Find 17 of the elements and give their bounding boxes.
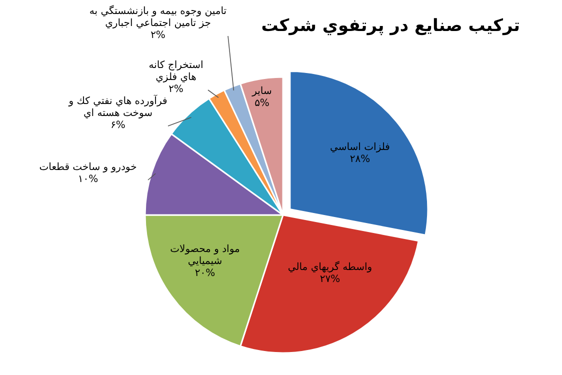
slice-label: تامين وجوه بيمه و بازنشستگي به جز تامين اجتماعي اجباري (88, 6, 228, 30)
slice-label: استخراج كانه هاي فلزي (148, 60, 204, 84)
data-label: ۱۰% (76, 174, 100, 186)
data-label: ۵% (254, 98, 270, 110)
data-label: ۶% (110, 120, 126, 132)
data-label: ۲% (168, 84, 184, 96)
slice-label: ساير (250, 86, 273, 98)
text: تركيب صنايع در پرتفوي شركت (261, 16, 520, 36)
data-label: ۲۸% (348, 154, 372, 166)
slice-label: مواد و محصولات شيميايي (169, 244, 241, 268)
slice-label: واسطه گريهاي مالي (286, 262, 374, 274)
data-label: ۲% (150, 30, 166, 42)
slice-label: فرآورده هاي نفتي كك و سوخت هسته اي (68, 96, 168, 120)
slice-label: خودرو و ساخت قطعات (38, 162, 138, 174)
data-label: ۲۰% (194, 268, 216, 280)
slice-label: فلزات اساسي (329, 142, 391, 154)
data-label: ۲۷% (318, 274, 342, 286)
